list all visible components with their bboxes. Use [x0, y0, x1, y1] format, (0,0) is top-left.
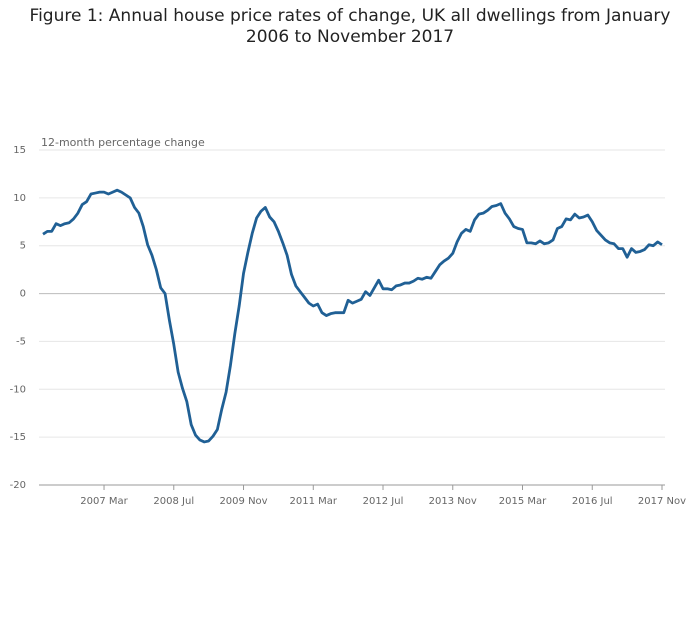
y-tick-label: 5 — [20, 241, 26, 252]
y-axis-label: 12-month percentage change — [41, 136, 205, 149]
x-tick-label: 2015 Mar — [499, 496, 547, 507]
x-tick-label: 2012 Jul — [363, 496, 404, 507]
line — [42, 188, 663, 444]
y-tick-label: 15 — [13, 145, 26, 156]
y-tick-label: 10 — [13, 193, 26, 204]
y-tick-label: -20 — [10, 480, 26, 491]
y-tick-label: -15 — [10, 432, 26, 443]
y-tick-label: -10 — [10, 384, 26, 395]
chart-title: Figure 1: Annual house price rates of ch… — [29, 6, 671, 47]
y-tick-label: -5 — [16, 336, 26, 347]
x-tick-label: 2016 Jul — [572, 496, 613, 507]
x-tick-label: 2017 Nov — [638, 496, 686, 507]
x-tick-label: 2013 Nov — [429, 496, 477, 507]
x-tick-label: 2008 Jul — [153, 496, 194, 507]
x-tick-label: 2011 Mar — [290, 496, 338, 507]
x-tick-label: 2007 Mar — [80, 496, 128, 507]
x-tick-label: 2009 Nov — [219, 496, 267, 507]
y-tick-label: 0 — [20, 289, 26, 300]
